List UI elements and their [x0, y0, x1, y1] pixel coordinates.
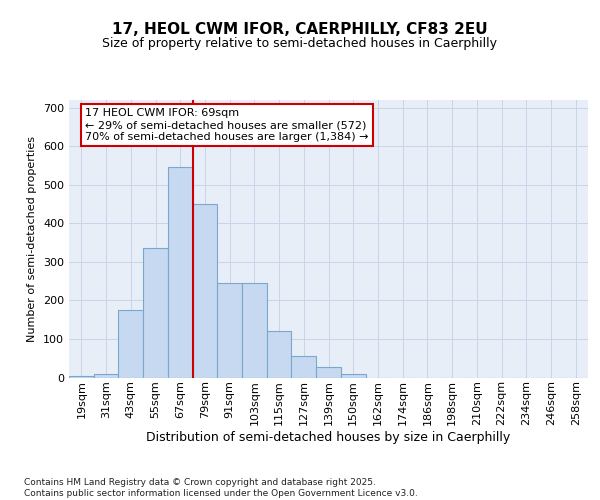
Bar — [242, 283, 267, 378]
Bar — [341, 374, 365, 378]
Bar — [193, 204, 217, 378]
Bar — [94, 374, 118, 378]
Bar — [168, 168, 193, 378]
Bar — [118, 310, 143, 378]
Bar — [69, 376, 94, 378]
Bar — [316, 366, 341, 378]
Text: Size of property relative to semi-detached houses in Caerphilly: Size of property relative to semi-detach… — [103, 38, 497, 51]
Y-axis label: Number of semi-detached properties: Number of semi-detached properties — [28, 136, 37, 342]
X-axis label: Distribution of semi-detached houses by size in Caerphilly: Distribution of semi-detached houses by … — [146, 431, 511, 444]
Text: 17 HEOL CWM IFOR: 69sqm
← 29% of semi-detached houses are smaller (572)
70% of s: 17 HEOL CWM IFOR: 69sqm ← 29% of semi-de… — [85, 108, 368, 142]
Text: Contains HM Land Registry data © Crown copyright and database right 2025.
Contai: Contains HM Land Registry data © Crown c… — [24, 478, 418, 498]
Bar — [292, 356, 316, 378]
Text: 17, HEOL CWM IFOR, CAERPHILLY, CF83 2EU: 17, HEOL CWM IFOR, CAERPHILLY, CF83 2EU — [112, 22, 488, 38]
Bar — [143, 248, 168, 378]
Bar — [267, 331, 292, 378]
Bar — [217, 283, 242, 378]
